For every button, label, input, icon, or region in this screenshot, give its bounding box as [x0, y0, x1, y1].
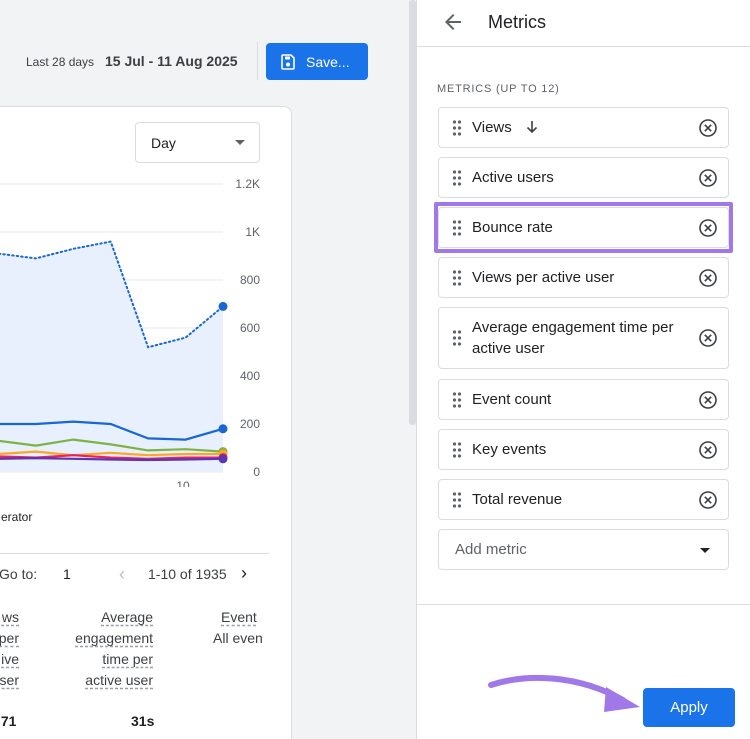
remove-metric-icon[interactable] — [698, 490, 718, 510]
next-page-icon[interactable]: › — [241, 563, 247, 583]
metric-item[interactable]: Average engagement time per active user — [438, 307, 729, 369]
dropdown-caret-icon — [700, 548, 710, 553]
remove-metric-icon[interactable] — [698, 218, 718, 238]
series-end-marker — [218, 454, 228, 464]
drag-handle-icon[interactable] — [452, 491, 462, 508]
divider — [0, 553, 269, 554]
column-header-line: user — [0, 672, 19, 688]
apply-button-label: Apply — [670, 699, 708, 716]
y-tick-label: 200 — [240, 417, 260, 431]
drag-handle-icon[interactable] — [452, 119, 462, 136]
metric-label: Views per active user — [472, 269, 615, 286]
remove-metric-icon[interactable] — [698, 328, 718, 348]
save-button-label: Save... — [306, 53, 350, 70]
remove-metric-icon[interactable] — [698, 268, 718, 288]
legend-label-partial: erator — [1, 510, 33, 524]
drag-handle-icon[interactable] — [452, 391, 462, 408]
table-cell: .71 — [0, 713, 17, 729]
metric-item[interactable]: Bounce rate — [438, 207, 729, 248]
column-header-line: Event — [221, 609, 257, 625]
metric-item[interactable]: Total revenue — [438, 479, 729, 520]
remove-metric-icon[interactable] — [698, 118, 718, 138]
line-chart: 0 200 400 600 800 1K 1.2K 10 — [0, 177, 260, 487]
metric-label: Event count — [472, 391, 552, 408]
drag-handle-icon[interactable] — [452, 219, 462, 236]
save-button[interactable]: Save... — [266, 43, 368, 80]
column-header-line: Average — [101, 609, 153, 625]
column-header-line: per — [0, 630, 19, 646]
metric-label: Bounce rate — [472, 219, 553, 236]
series-line — [0, 456, 224, 462]
report-area: Last 28 days 15 Jul - 11 Aug 2025 Save..… — [0, 42, 368, 739]
metric-item[interactable]: Views per active user — [438, 257, 729, 298]
metric-label: Active users — [472, 169, 554, 186]
metric-label: Views — [472, 117, 682, 138]
section-label: METRICS (UP TO 12) — [437, 83, 560, 95]
series-line — [0, 438, 224, 453]
metric-item[interactable]: Active users — [438, 157, 729, 198]
granularity-value: Day — [151, 134, 176, 151]
granularity-select[interactable]: Day — [135, 122, 260, 163]
column-header-line: ive — [1, 651, 19, 667]
x-tick-label: 10 — [176, 479, 190, 487]
column-header-line: active user — [85, 672, 153, 688]
column-header-avg-engagement[interactable]: Average engagement time per active user — [51, 607, 153, 691]
drag-handle-icon[interactable] — [452, 269, 462, 286]
metric-label: Average engagement time per active user — [472, 319, 674, 357]
add-metric-select[interactable]: Add metric — [438, 529, 729, 570]
series-line — [0, 420, 224, 441]
drag-handle-icon[interactable] — [452, 330, 462, 346]
panel-title: Metrics — [488, 12, 546, 32]
sort-descending-icon[interactable] — [524, 119, 540, 135]
column-header-views-per-user[interactable]: ws per ive user — [0, 607, 19, 691]
y-tick-label: 0 — [253, 465, 260, 479]
table-cell: 31s — [131, 713, 155, 729]
drag-handle-icon[interactable] — [452, 169, 462, 186]
back-arrow-icon[interactable] — [441, 10, 465, 34]
pagination-range: 1-10 of 1935 — [148, 566, 227, 582]
metric-item[interactable]: Event count — [438, 379, 729, 420]
y-tick-label: 800 — [240, 273, 260, 287]
series-end-marker — [218, 424, 228, 434]
column-header-line: ws — [1, 609, 19, 625]
y-tick-label: 1K — [245, 225, 260, 239]
metrics-panel: Metrics METRICS (UP TO 12) Views Active u… — [416, 0, 750, 739]
column-header-line: engagement — [75, 630, 153, 646]
metric-item[interactable]: Views — [438, 107, 729, 148]
series-end-marker — [218, 301, 228, 311]
remove-metric-icon[interactable] — [698, 390, 718, 410]
remove-metric-icon[interactable] — [698, 440, 718, 460]
y-tick-label: 400 — [240, 369, 260, 383]
y-tick-label: 1.2K — [235, 177, 260, 191]
date-range-value[interactable]: 15 Jul - 11 Aug 2025 — [105, 53, 238, 69]
column-header-line: time per — [102, 651, 153, 667]
series-area — [0, 241, 223, 472]
column-header-event[interactable]: Event All even — [196, 607, 276, 649]
report-card: Day 0 200 400 600 800 1K 1.2K 10 erator Go to: … — [0, 106, 292, 739]
previous-page-icon[interactable]: ‹ — [119, 564, 125, 584]
panel-header: Metrics — [417, 0, 750, 47]
dropdown-caret-icon — [235, 140, 245, 145]
apply-button[interactable]: Apply — [643, 688, 735, 727]
add-metric-placeholder: Add metric — [455, 541, 527, 558]
column-header-subline: All even — [213, 630, 263, 646]
goto-label: Go to: — [0, 566, 38, 582]
metric-item[interactable]: Key events — [438, 429, 729, 470]
save-icon — [281, 53, 295, 70]
date-range-label: Last 28 days — [26, 55, 95, 69]
series-line — [0, 454, 223, 460]
remove-metric-icon[interactable] — [698, 168, 718, 188]
scrollbar[interactable] — [409, 0, 416, 425]
series-line — [0, 240, 224, 349]
series-line — [0, 450, 223, 457]
metric-label: Total revenue — [472, 491, 563, 508]
metric-label: Key events — [472, 441, 547, 458]
toolbar-divider — [257, 42, 258, 80]
drag-handle-icon[interactable] — [452, 441, 462, 458]
y-tick-label: 600 — [240, 321, 260, 335]
divider — [417, 604, 750, 605]
goto-page-input[interactable]: 1 — [63, 566, 71, 582]
